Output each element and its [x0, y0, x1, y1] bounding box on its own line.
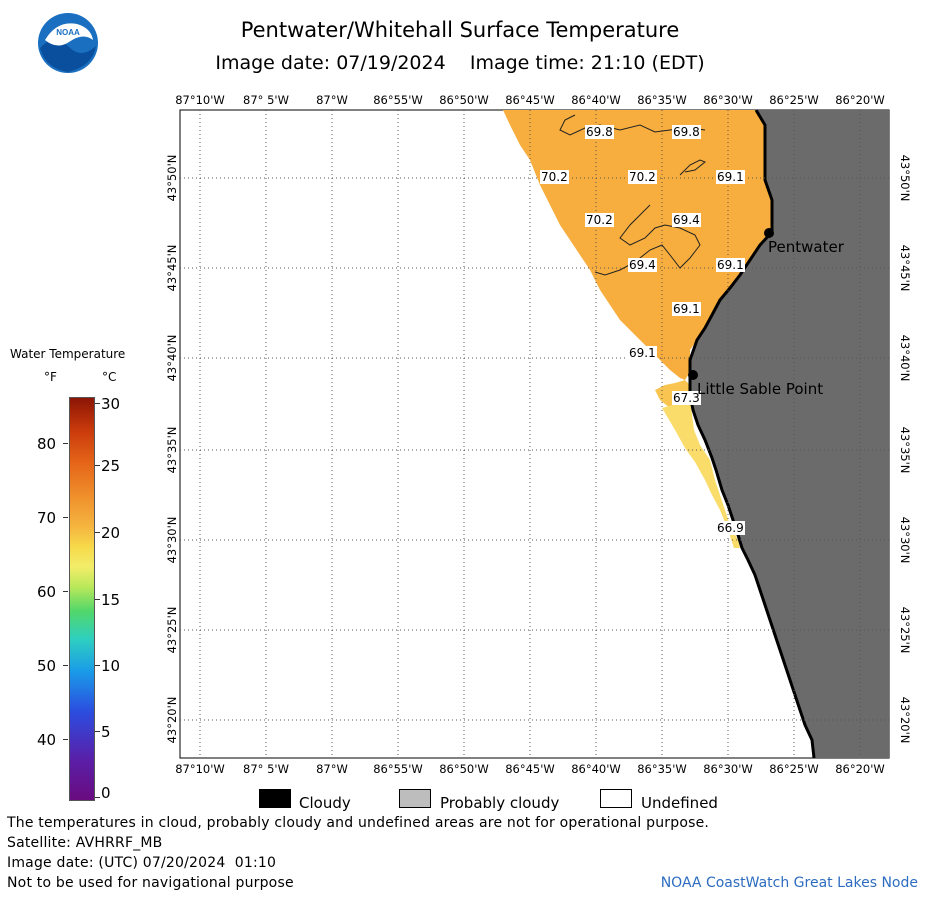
- lon-label: 86°25'W: [769, 93, 819, 107]
- undefined-swatch: [600, 789, 632, 808]
- undefined-label: Undefined: [641, 794, 718, 812]
- lon-label: 87°W: [316, 762, 348, 776]
- c-tick: 10: [101, 657, 121, 675]
- legend-unit-f: °F: [44, 370, 57, 384]
- graticule: [180, 110, 889, 758]
- page-subtitle: Image date: 07/19/2024 Image time: 21:10…: [215, 52, 705, 74]
- footer-navigation-note: Not to be used for navigational purpose: [7, 875, 294, 891]
- pentwater-marker: [764, 228, 774, 238]
- f-tick: 50: [37, 657, 57, 675]
- lat-label: 43°30'N: [165, 516, 179, 564]
- c-tick: 25: [101, 457, 121, 475]
- lon-label: 86°35'W: [637, 93, 687, 107]
- footer-disclaimer: The temperatures in cloud, probably clou…: [7, 815, 710, 831]
- probably-cloudy-swatch: [399, 789, 431, 808]
- probably-cloudy-label: Probably cloudy: [440, 794, 560, 812]
- legend-title: Water Temperature: [10, 347, 126, 361]
- lon-label: 87°10'W: [175, 762, 225, 776]
- cloudy-label: Cloudy: [299, 794, 351, 812]
- lat-label: 43°20'N: [165, 696, 179, 744]
- noaa-logo: NOAA: [38, 13, 98, 73]
- page-title: Pentwater/Whitehall Surface Temperature: [240, 18, 680, 42]
- coastline: [688, 109, 816, 759]
- lon-label: 86°35'W: [637, 762, 687, 776]
- lon-label: 86°45'W: [505, 762, 555, 776]
- lat-label: 43°45'N: [898, 244, 912, 292]
- lat-label: 43°25'N: [165, 606, 179, 654]
- c-tick: 20: [101, 524, 121, 542]
- lon-label: 86°20'W: [835, 93, 885, 107]
- lon-label: 87° 5'W: [243, 93, 289, 107]
- lon-label: 86°55'W: [373, 762, 423, 776]
- little-sable-point-marker: [688, 370, 698, 380]
- lat-label: 43°25'N: [898, 606, 912, 654]
- lon-label: 86°55'W: [373, 93, 423, 107]
- lon-label: 86°25'W: [769, 762, 819, 776]
- lon-label: 86°40'W: [571, 762, 621, 776]
- c-tick: 30: [101, 395, 121, 413]
- lon-label: 86°30'W: [703, 762, 753, 776]
- lat-label: 43°40'N: [165, 334, 179, 382]
- lon-label: 87°W: [316, 93, 348, 107]
- lat-label: 43°50'N: [898, 154, 912, 202]
- lat-label: 43°20'N: [898, 696, 912, 744]
- land-area: [690, 110, 889, 758]
- lat-label: 43°35'N: [898, 426, 912, 474]
- lon-label: 86°20'W: [835, 762, 885, 776]
- lat-label: 43°35'N: [165, 426, 179, 474]
- lon-label: 86°40'W: [571, 93, 621, 107]
- lat-label: 43°40'N: [898, 334, 912, 382]
- color-bar: [69, 397, 95, 801]
- water-temp-coolest-area: [662, 400, 740, 548]
- lon-label: 86°50'W: [439, 93, 489, 107]
- cloudy-swatch: [259, 789, 291, 808]
- footer-satellite: Satellite: AVHRRF_MB: [7, 835, 163, 851]
- f-tick: 40: [37, 731, 57, 749]
- legend-unit-c: °C: [102, 370, 117, 384]
- c-tick: 15: [101, 591, 121, 609]
- lat-label: 43°50'N: [165, 154, 179, 202]
- f-tick: 70: [37, 509, 57, 527]
- lon-label: 87°10'W: [175, 93, 225, 107]
- logo-text: NOAA: [56, 28, 80, 37]
- lat-label: 43°45'N: [165, 244, 179, 292]
- lon-label: 86°30'W: [703, 93, 753, 107]
- c-tick: 5: [101, 723, 111, 741]
- lon-label: 87° 5'W: [243, 762, 289, 776]
- lon-label: 86°50'W: [439, 762, 489, 776]
- lat-label: 43°30'N: [898, 516, 912, 564]
- footer-credit: NOAA CoastWatch Great Lakes Node: [660, 875, 918, 891]
- lon-label: 86°45'W: [505, 93, 555, 107]
- c-tick: 0: [101, 784, 111, 802]
- footer-utc-date: Image date: (UTC) 07/20/2024 01:10: [7, 855, 277, 871]
- f-tick: 60: [37, 583, 57, 601]
- f-tick: 80: [37, 435, 57, 453]
